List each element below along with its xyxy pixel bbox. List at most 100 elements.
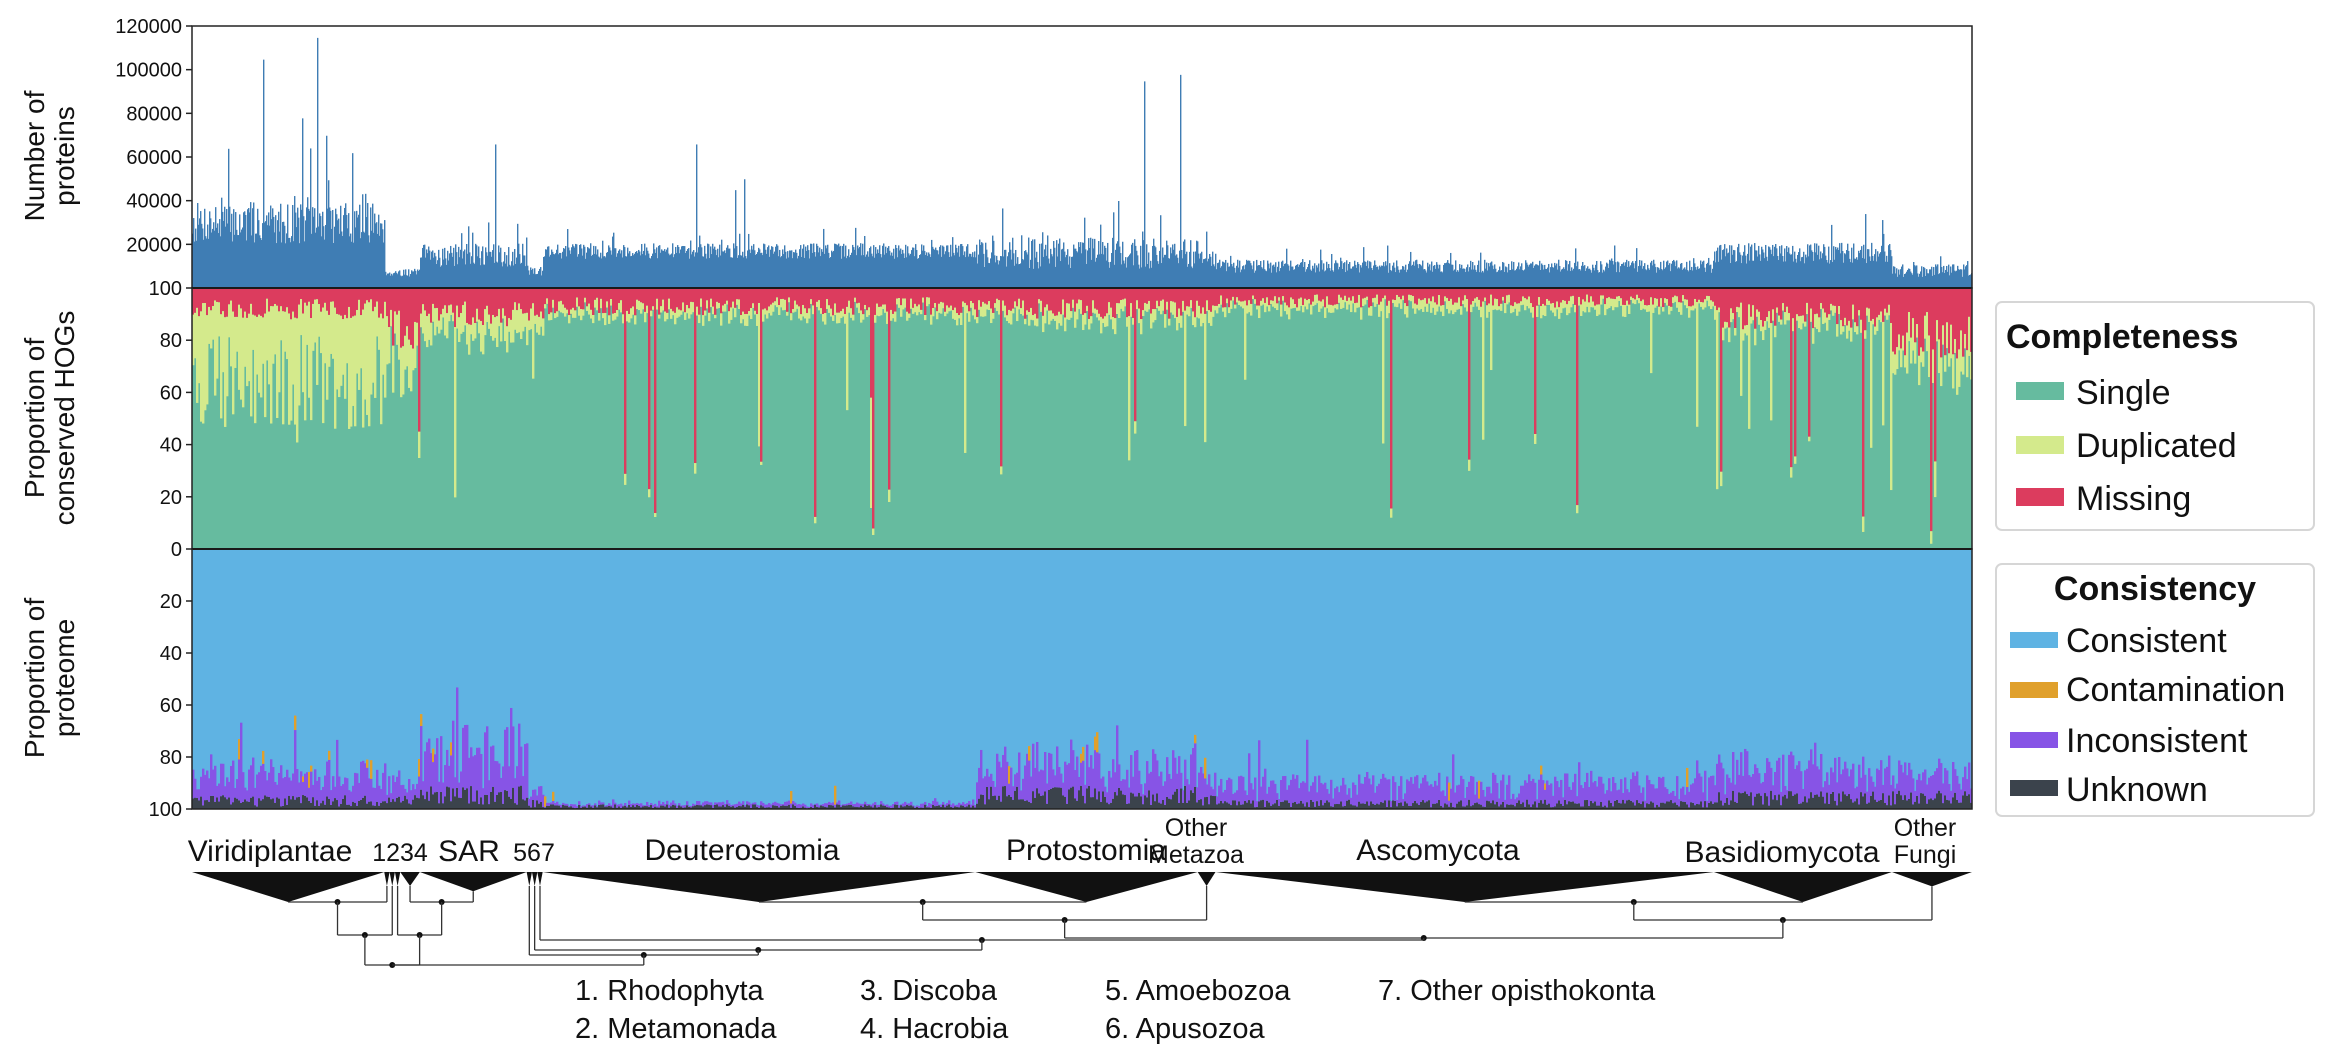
missing-bar bbox=[328, 288, 331, 315]
inconsistent-bar bbox=[1362, 783, 1365, 804]
duplicated-bar bbox=[1190, 300, 1193, 308]
protein-count-bar bbox=[269, 225, 271, 288]
unknown-bar bbox=[436, 791, 439, 809]
missing-bar bbox=[1240, 288, 1243, 302]
protein-count-bar bbox=[1404, 269, 1406, 288]
protein-count-bar bbox=[1830, 260, 1832, 288]
protein-count-bar bbox=[649, 257, 651, 288]
duplicated-bar bbox=[1430, 301, 1433, 313]
missing-bar bbox=[858, 288, 861, 303]
protein-count-bar bbox=[441, 265, 443, 288]
protein-count-bar bbox=[1581, 265, 1583, 288]
inconsistent-bar bbox=[832, 802, 835, 806]
protein-count-bar bbox=[1429, 264, 1431, 288]
inconsistent-bar bbox=[1168, 773, 1171, 799]
inconsistent-bar bbox=[1082, 760, 1085, 796]
duplicated-bar bbox=[1016, 306, 1019, 322]
protein-count-bar bbox=[925, 255, 927, 288]
unknown-bar bbox=[482, 804, 485, 809]
protein-count-bar bbox=[1163, 257, 1165, 288]
missing-bar bbox=[1194, 288, 1197, 318]
unknown-bar bbox=[1108, 804, 1111, 809]
unknown-bar bbox=[1372, 803, 1375, 809]
unknown-bar bbox=[1132, 793, 1135, 809]
duplicated-bar bbox=[1088, 319, 1091, 330]
duplicated-bar bbox=[708, 312, 711, 322]
unknown-bar bbox=[208, 801, 211, 809]
protein-count-bar bbox=[1677, 268, 1679, 288]
duplicated-bar bbox=[1958, 349, 1961, 387]
protein-count-bar bbox=[1039, 243, 1041, 288]
missing-bar bbox=[940, 288, 943, 302]
protein-count-bar bbox=[227, 223, 229, 288]
missing-bar bbox=[1576, 288, 1579, 506]
protein-count-bar bbox=[519, 254, 521, 288]
protein-count-bar bbox=[1608, 267, 1610, 288]
unknown-bar bbox=[1324, 802, 1327, 809]
protein-count-bar bbox=[1012, 237, 1014, 288]
duplicated-bar bbox=[1634, 299, 1637, 305]
unknown-bar bbox=[648, 806, 651, 809]
protein-count-bar bbox=[1931, 266, 1933, 288]
protein-count-bar bbox=[1269, 268, 1271, 288]
inconsistent-bar bbox=[794, 802, 797, 806]
inconsistent-bar bbox=[1516, 797, 1519, 803]
protein-count-bar bbox=[1699, 268, 1701, 288]
protein-count-bar bbox=[1310, 269, 1312, 288]
unknown-bar bbox=[1306, 802, 1309, 809]
missing-bar bbox=[296, 288, 299, 319]
protein-count-bar bbox=[537, 273, 539, 288]
duplicated-bar bbox=[484, 309, 487, 336]
protein-count-bar bbox=[1629, 266, 1631, 288]
protein-count-bar bbox=[1836, 249, 1838, 288]
duplicated-bar bbox=[298, 304, 301, 406]
protein-count-bar bbox=[1524, 269, 1526, 288]
duplicated-bar bbox=[1596, 304, 1599, 317]
protein-count-bar bbox=[231, 213, 233, 288]
duplicated-bar bbox=[762, 309, 765, 322]
protein-count-bar bbox=[753, 244, 755, 288]
duplicated-bar bbox=[1920, 347, 1923, 363]
protein-count-bar bbox=[424, 244, 426, 288]
inconsistent-bar bbox=[402, 784, 405, 801]
duplicated-bar bbox=[944, 311, 947, 317]
protein-count-bar bbox=[621, 250, 623, 288]
inconsistent-bar bbox=[706, 801, 709, 805]
protein-count-bar bbox=[748, 233, 750, 288]
unknown-bar bbox=[1408, 805, 1411, 809]
missing-bar bbox=[1336, 288, 1339, 305]
unknown-bar bbox=[232, 802, 235, 809]
protein-count-bar bbox=[848, 249, 850, 288]
protein-count-bar bbox=[784, 245, 786, 288]
missing-bar bbox=[1618, 288, 1621, 297]
protein-count-bar bbox=[1705, 271, 1707, 288]
protein-count-bar bbox=[309, 210, 311, 288]
inconsistent-bar bbox=[896, 801, 899, 805]
unknown-bar bbox=[866, 805, 869, 809]
duplicated-bar bbox=[1966, 350, 1969, 378]
protein-count-bar bbox=[1428, 266, 1430, 288]
protein-count-bar bbox=[206, 238, 208, 288]
unknown-bar bbox=[1224, 801, 1227, 809]
missing-bar bbox=[1096, 288, 1099, 310]
protein-count-bar bbox=[901, 254, 903, 288]
duplicated-bar bbox=[424, 310, 427, 342]
unknown-bar bbox=[1110, 802, 1113, 809]
missing-bar bbox=[1772, 288, 1775, 310]
duplicated-bar bbox=[268, 311, 271, 385]
protein-count-bar bbox=[751, 245, 753, 288]
duplicated-bar bbox=[834, 303, 837, 316]
inconsistent-bar bbox=[654, 803, 657, 807]
missing-bar bbox=[1044, 288, 1047, 308]
protein-count-bar bbox=[1032, 239, 1034, 288]
missing-bar bbox=[1586, 288, 1589, 295]
protein-count-bar bbox=[426, 249, 428, 288]
protein-count-bar bbox=[600, 252, 602, 288]
inconsistent-bar bbox=[292, 773, 295, 797]
inconsistent-bar bbox=[710, 802, 713, 806]
inconsistent-bar bbox=[1376, 786, 1379, 804]
missing-bar bbox=[1970, 288, 1973, 352]
protein-count-bar bbox=[841, 258, 843, 288]
missing-bar bbox=[656, 288, 659, 299]
inconsistent-bar bbox=[196, 789, 199, 798]
